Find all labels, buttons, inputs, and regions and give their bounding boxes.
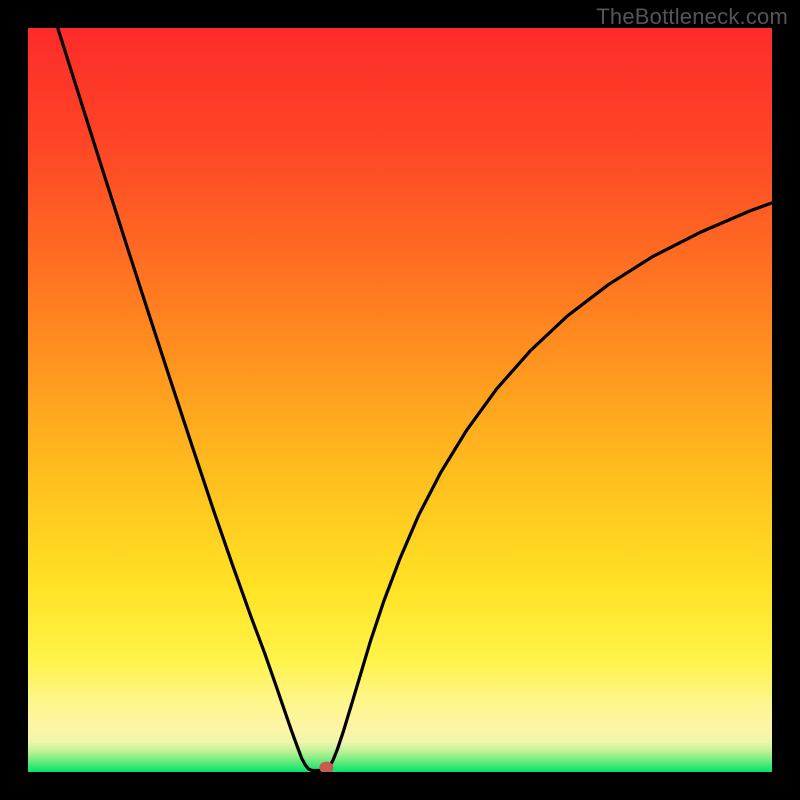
watermark-text: TheBottleneck.com — [596, 4, 788, 30]
plot-area — [28, 28, 772, 772]
gradient-background — [28, 28, 772, 772]
chart-svg — [28, 28, 772, 772]
